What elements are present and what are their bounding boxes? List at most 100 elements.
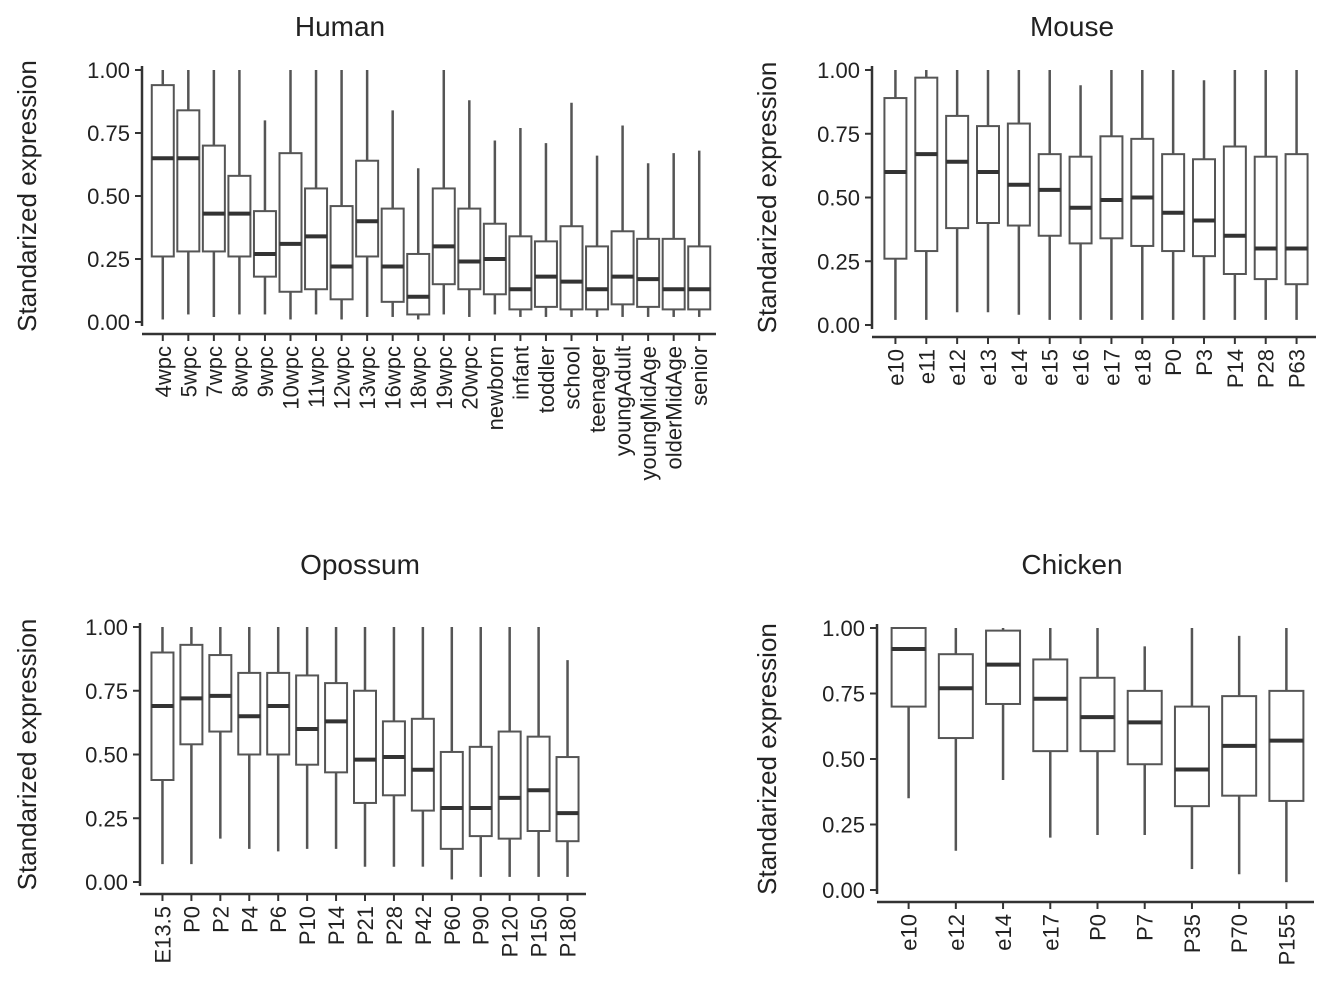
box-E13.5	[150, 627, 175, 865]
x-tick-label: youngAdult	[611, 346, 636, 456]
x-tick-label: e10	[897, 914, 922, 951]
y-tick-label: 1.00	[85, 615, 128, 640]
box-iqr	[295, 674, 320, 766]
box-e10	[890, 627, 927, 799]
panel-title: Mouse	[1030, 11, 1114, 42]
y-tick-label: 0.00	[822, 878, 865, 903]
x-tick-label: e17	[1038, 914, 1063, 951]
box-9wpc	[252, 120, 277, 315]
box-P3	[1192, 80, 1216, 320]
box-iqr	[1068, 155, 1093, 245]
x-tick-label: e14	[1007, 349, 1032, 386]
box-19wpc	[431, 70, 456, 315]
x-tick-label: P14	[324, 906, 349, 945]
box-iqr	[176, 109, 201, 253]
y-tick-label: 0.25	[817, 249, 860, 274]
x-tick-label: P3	[1192, 349, 1217, 376]
x-tick-label: E13.5	[150, 906, 175, 964]
box-P70	[1221, 635, 1258, 875]
box-iqr	[985, 629, 1022, 705]
y-tick-label: 0.00	[87, 310, 130, 335]
box-e11	[914, 70, 939, 320]
x-tick-label: 18wpc	[406, 346, 431, 410]
x-tick-label: P42	[411, 906, 436, 945]
box-P10	[295, 627, 320, 849]
box-P35	[1173, 628, 1210, 870]
box-school	[559, 102, 584, 317]
x-tick-label: P28	[382, 906, 407, 945]
y-tick-label: 1.00	[817, 58, 860, 83]
x-tick-label: P0	[1161, 349, 1186, 376]
box-P6	[266, 627, 291, 852]
x-tick-label: P180	[556, 906, 581, 957]
box-iqr	[508, 235, 533, 311]
box-P60	[439, 627, 464, 880]
box-5wpc	[176, 70, 201, 315]
box-iqr	[278, 152, 303, 293]
box-iqr	[150, 84, 175, 258]
x-tick-label: 11wpc	[304, 346, 329, 408]
box-iqr	[227, 174, 252, 258]
x-tick-label: school	[560, 346, 585, 410]
box-iqr	[1079, 676, 1116, 753]
box-P7	[1126, 646, 1163, 835]
x-tick-label: P70	[1227, 914, 1252, 953]
box-iqr	[201, 144, 226, 253]
box-P28	[1253, 70, 1278, 320]
x-tick-label: P2	[208, 906, 233, 933]
x-tick-label: P0	[179, 906, 204, 933]
box-iqr	[661, 237, 686, 311]
x-tick-label: youngMidAge	[636, 346, 661, 481]
box-e17	[1032, 628, 1069, 838]
x-tick-label: P60	[440, 906, 465, 945]
box-iqr	[380, 207, 405, 303]
panel-opossum: Opossum Standarized expression 0.00 0.25 0.5…	[12, 549, 586, 964]
box-iqr	[468, 745, 493, 838]
box-e18	[1130, 70, 1155, 320]
x-tick-label: e17	[1099, 349, 1124, 386]
y-tick-label: 0.50	[85, 743, 128, 768]
box-8wpc	[227, 70, 252, 315]
box-e15	[1037, 70, 1062, 320]
box-13wpc	[355, 70, 380, 317]
box-iqr	[1006, 122, 1031, 227]
box-iqr	[406, 252, 431, 316]
box-P150	[526, 627, 551, 877]
panel-title: Chicken	[1021, 549, 1122, 580]
box-e14	[985, 628, 1022, 780]
box-iqr	[355, 159, 380, 258]
box-12wpc	[329, 70, 354, 320]
box-iqr	[1037, 153, 1062, 237]
x-tick-label: P120	[498, 906, 523, 957]
box-iqr	[329, 205, 354, 301]
box-iqr	[431, 187, 456, 286]
box-P42	[410, 627, 435, 867]
box-4wpc	[150, 70, 175, 320]
box-iqr	[1268, 689, 1305, 802]
y-tick-label: 0.50	[87, 184, 130, 209]
x-tick-label: senior	[687, 346, 712, 406]
box-iqr	[1173, 705, 1210, 808]
x-tick-label: 8wpc	[227, 346, 252, 397]
x-tick-label: e12	[945, 349, 970, 386]
box-P14	[324, 627, 349, 849]
box-iqr	[610, 230, 635, 306]
box-P90	[468, 627, 493, 877]
y-tick-label: 0.00	[85, 870, 128, 895]
box-iqr	[687, 245, 712, 311]
box-iqr	[324, 682, 349, 774]
box-iqr	[526, 735, 551, 833]
box-7wpc	[201, 70, 226, 317]
panel-mouse: Mouse Standarized expression 0.00 0.25 0.50 0…	[752, 11, 1316, 388]
x-tick-label: e10	[883, 349, 908, 386]
box-iqr	[1192, 158, 1216, 258]
box-iqr	[1284, 153, 1309, 286]
box-iqr	[1161, 153, 1186, 253]
box-youngAdult	[610, 125, 635, 317]
y-tick-label: 0.50	[822, 747, 865, 772]
box-iqr	[304, 187, 329, 291]
box-teenager	[585, 155, 610, 317]
box-iqr	[266, 671, 291, 756]
x-tick-label: P21	[353, 906, 378, 945]
